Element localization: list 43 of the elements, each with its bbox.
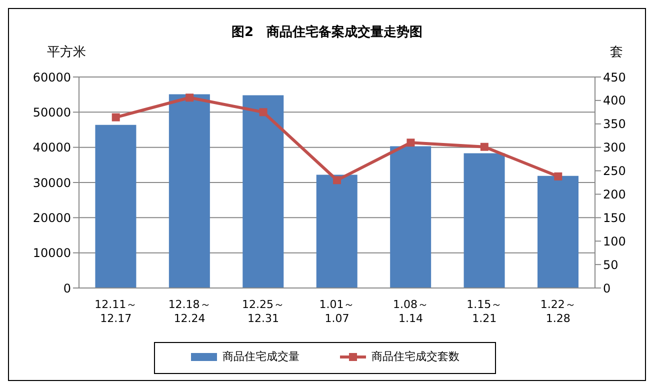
y2-tick-label: 50 (603, 258, 618, 272)
y-tick-label: 60000 (32, 70, 71, 84)
y-tick-label: 20000 (32, 210, 71, 225)
y2-tick-label: 350 (603, 117, 626, 132)
x-tick-label: 12.25～ 12.31 (242, 298, 285, 325)
x-tick-label: 1.01～ 1.07 (319, 298, 355, 325)
bar (168, 94, 210, 288)
bar (538, 176, 579, 288)
x-tick-label: 1.22～ 1.28 (540, 298, 576, 325)
y2-tick-label: 300 (603, 140, 626, 155)
y-tick-label: 10000 (32, 246, 71, 260)
point (333, 176, 341, 184)
point (112, 113, 120, 122)
x-tick-label: 12.11～ 12.17 (94, 298, 138, 325)
y2-tick-label: 450 (603, 70, 626, 84)
y2-tick-label: 150 (603, 210, 626, 225)
y2-tick-label: 200 (603, 187, 626, 202)
legend-label: 商品住宅成交量 (222, 349, 300, 364)
bar (464, 153, 505, 288)
y-tick-label: 50000 (32, 105, 71, 120)
x-tick-label: 1.08～ 1.14 (392, 298, 428, 325)
y-tick-label: 40000 (32, 140, 71, 155)
bar (316, 174, 358, 288)
point (480, 142, 488, 151)
chart-title: 图2 商品住宅备案成交量走势图 (230, 24, 424, 41)
y2-tick-label: 100 (603, 234, 626, 248)
point (186, 94, 194, 102)
legend-label: 商品住宅成交套数 (372, 349, 460, 364)
y2-tick-label: 250 (603, 164, 626, 178)
point (406, 138, 415, 147)
y2-tick-label: 0 (603, 281, 611, 296)
point (259, 108, 268, 116)
y-axis-title: 平方米 (47, 44, 86, 61)
point (554, 172, 562, 180)
y-tick-label: 0 (63, 281, 71, 296)
bar (95, 124, 136, 288)
bar (390, 146, 432, 288)
y-tick-label: 30000 (32, 176, 71, 190)
y2-tick-label: 400 (603, 94, 626, 108)
x-tick-label: 12.18～ 12.24 (168, 298, 211, 325)
y2-axis-title: 套 (610, 44, 623, 61)
bar (242, 95, 284, 288)
x-tick-label: 1.15～ 1.21 (466, 298, 502, 325)
